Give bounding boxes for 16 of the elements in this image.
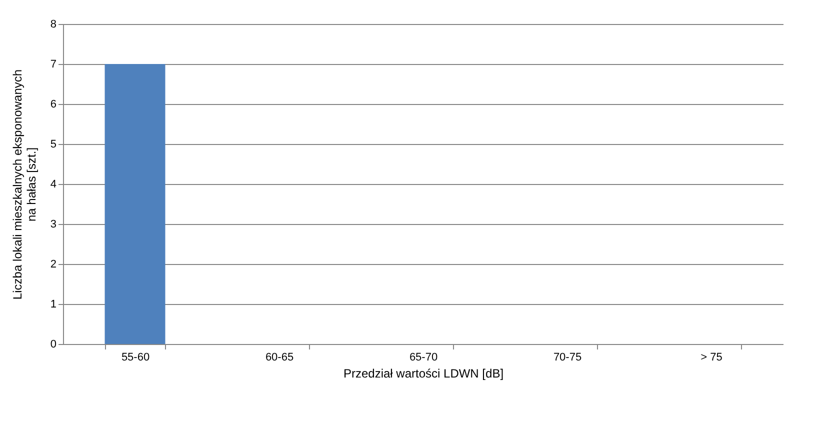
y-tick-label: 7 — [50, 58, 56, 70]
x-axis-title: Przedział wartości LDWN [dB] — [343, 366, 504, 380]
y-tick-label: 6 — [50, 98, 56, 110]
x-tick-label: 55-60 — [121, 352, 150, 364]
x-tick-label: > 75 — [700, 352, 722, 364]
y-tick-label: 8 — [50, 18, 56, 30]
y-tick-label: 2 — [50, 258, 56, 270]
y-tick-label: 4 — [50, 178, 56, 190]
x-tick-label: 65-70 — [409, 352, 438, 364]
x-tick-label: 60-65 — [265, 352, 294, 364]
y-tick-label: 0 — [50, 338, 56, 350]
x-tick-label: 70-75 — [553, 352, 582, 364]
y-tick-label: 5 — [50, 138, 56, 150]
y-tick-label: 3 — [50, 218, 56, 230]
y-axis-title: Liczba lokali mieszkalnych eksponowanych na hałas [szt.] — [10, 69, 38, 300]
y-tick-label: 1 — [50, 298, 56, 310]
